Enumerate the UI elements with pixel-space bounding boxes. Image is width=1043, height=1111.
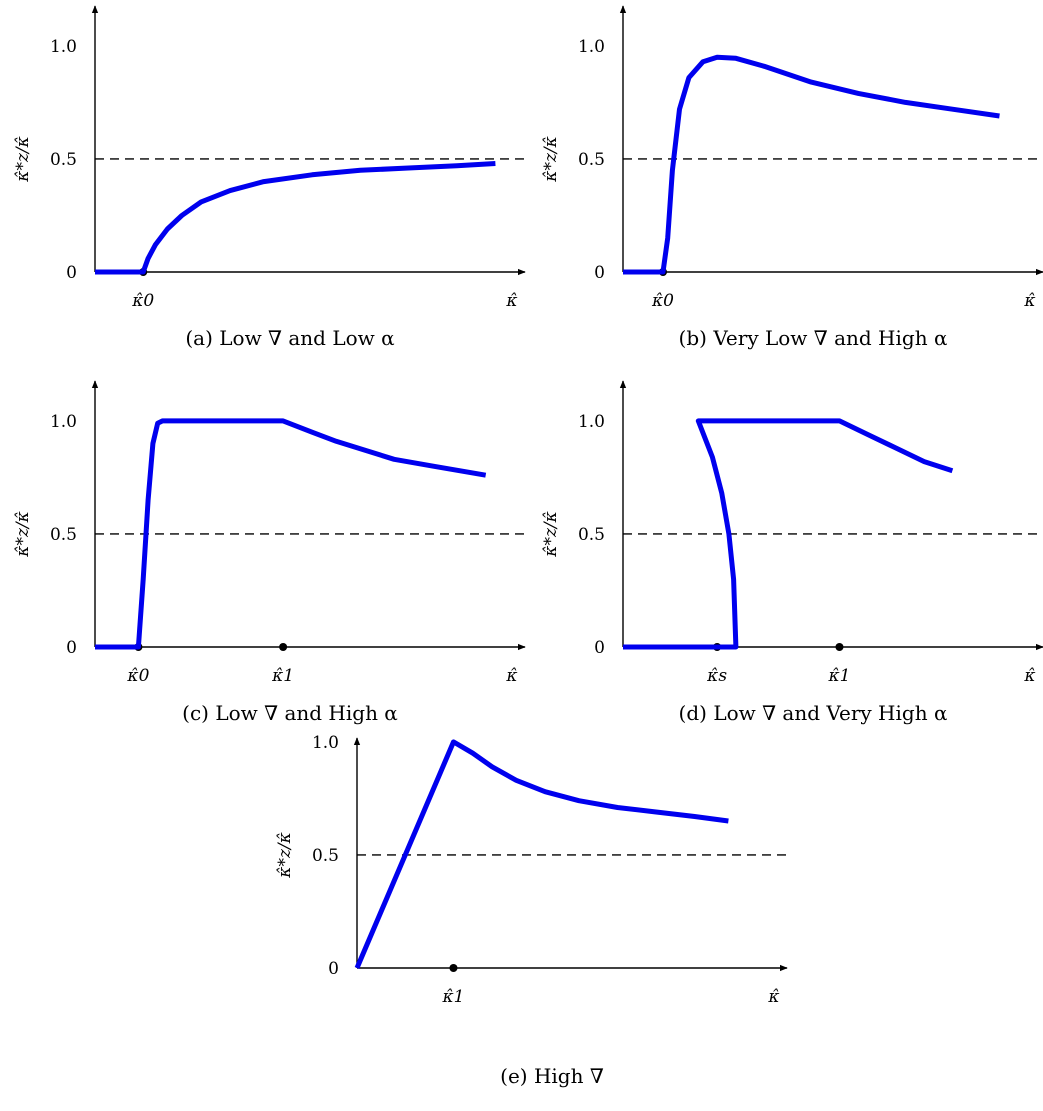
y-tick-label: 1.0 [578,412,605,432]
y-tick-label: 0 [66,263,77,283]
series-curve [623,418,954,650]
y-tick-label: 0.5 [578,525,605,545]
y-tick-label: 0 [594,263,605,283]
x-mark-dot [279,643,288,651]
x-mark-label: κ̂1 [271,666,294,686]
x-mark-dot [449,964,458,972]
y-tick-label: 0.5 [578,150,605,170]
panel-caption: (a) Low ∇ and Low α [185,326,394,350]
x-mark-label: κ̂s [706,666,727,686]
series-curve [354,739,729,969]
panel-e: 0 0.5 1.0 κ̂1 κ̂ κ̂*z/κ̂ (e) High ∇ [275,733,792,1088]
x-mark-label: κ̂0 [131,291,154,311]
y-tick-label: 0 [66,638,77,658]
y-tick-label: 1.0 [312,733,339,753]
panel-caption: (c) Low ∇ and High α [182,701,398,725]
y-axis-label: κ̂*z/κ̂ [13,511,33,557]
y-tick-label: 0.5 [50,525,77,545]
panel-caption: (d) Low ∇ and Very High α [679,701,948,725]
x-mark-label: κ̂0 [651,291,674,311]
x-axis-label: κ̂ [767,987,779,1007]
x-mark-label: κ̂1 [827,666,850,686]
y-tick-label: 1.0 [50,412,77,432]
x-axis-label: κ̂ [1023,666,1035,686]
y-tick-label: 1.0 [50,37,77,57]
panel-c: 0 0.5 1.0 κ̂0 κ̂1 κ̂ κ̂*z/κ̂ (c) Low ∇ and High… [13,380,530,725]
y-axis-label: κ̂*z/κ̂ [275,832,295,878]
y-tick-label: 0 [594,638,605,658]
x-axis-label: κ̂ [505,291,517,311]
x-mark-dot [835,643,844,651]
y-axis-label: κ̂*z/κ̂ [541,136,561,182]
x-axis-label: κ̂ [505,666,517,686]
series-curve [95,418,487,650]
y-tick-label: 0.5 [312,846,339,866]
series-curve [623,54,1000,275]
panel-a: 0 0.5 1.0 κ̂0 κ̂ κ̂*z/κ̂ (a) Low ∇ and Low α [13,5,530,350]
y-tick-label: 0.5 [50,150,77,170]
x-axis-label: κ̂ [1023,291,1035,311]
y-tick-label: 1.0 [578,37,605,57]
y-axis-label: κ̂*z/κ̂ [541,511,561,557]
series-curve [95,161,496,275]
panel-b: 0 0.5 1.0 κ̂0 κ̂ κ̂*z/κ̂ (b) Very Low ∇ and Hi… [541,5,1043,350]
x-mark-label: κ̂1 [441,987,464,1007]
panel-d: 0 0.5 1.0 κ̂s κ̂1 κ̂ κ̂*z/κ̂ (d) Low ∇ and Very… [541,380,1043,725]
y-axis-label: κ̂*z/κ̂ [13,136,33,182]
x-mark-label: κ̂0 [126,666,149,686]
panel-caption: (b) Very Low ∇ and High α [679,326,948,350]
y-tick-label: 0 [328,959,339,979]
panel-caption: (e) High ∇ [500,1064,604,1088]
